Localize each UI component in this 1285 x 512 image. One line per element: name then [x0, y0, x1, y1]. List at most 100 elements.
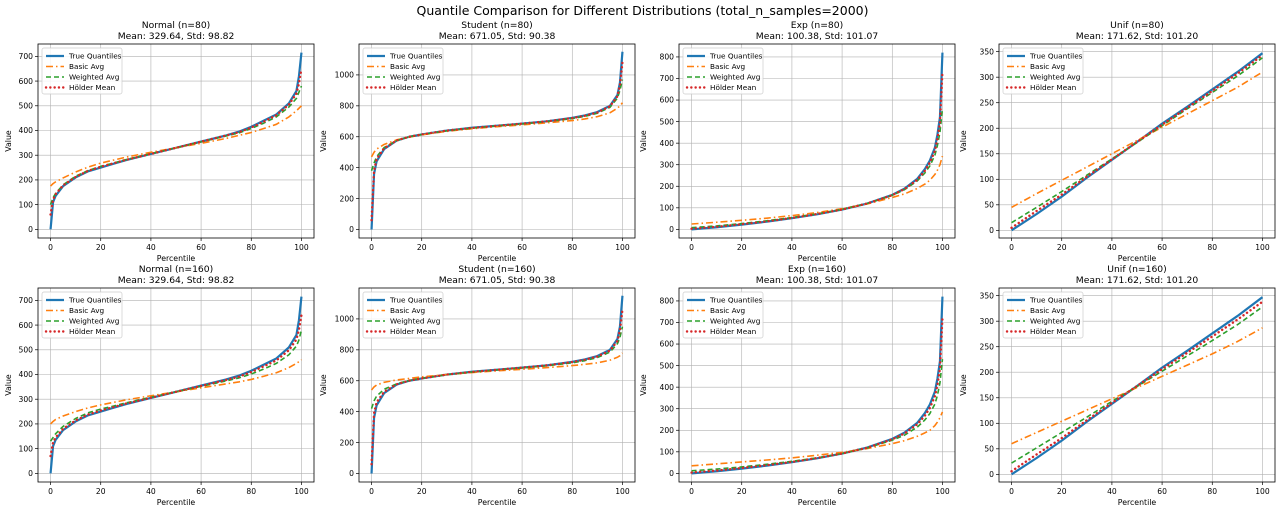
- y-tick-label: 300: [660, 404, 675, 413]
- legend-label-holder: Hölder Mean: [390, 83, 436, 92]
- legend-label-basic: Basic Avg: [390, 62, 425, 71]
- chart-panel-7: Unif (n=160)Mean: 171.62, Std: 101.20 0 20…: [959, 264, 1276, 507]
- panel-subtitle: Mean: 329.64, Std: 98.82: [118, 31, 235, 42]
- x-tick-label: 100: [294, 243, 309, 252]
- legend-box: [1002, 47, 1084, 95]
- y-tick-label: 600: [340, 376, 355, 385]
- chart-panel-1: Student (n=80)Mean: 671.05, Std: 90.38 0 2…: [319, 20, 636, 263]
- panel-title: Normal (n=80): [142, 20, 211, 31]
- y-tick-label: 400: [660, 383, 675, 392]
- y-tick-label: 300: [980, 317, 995, 326]
- y-tick-label: 350: [980, 47, 995, 56]
- plot-frame: [37, 43, 315, 239]
- x-tick-label: 100: [935, 243, 950, 252]
- x-tick-label: 0: [1009, 487, 1014, 496]
- y-tick-label: 1000: [335, 71, 354, 80]
- y-tick-label: 400: [340, 163, 355, 172]
- x-tick-label: 100: [1255, 243, 1270, 252]
- panel-title: Normal (n=160): [139, 264, 213, 275]
- x-tick-label: 40: [146, 243, 156, 252]
- x-tick-label: 100: [935, 487, 950, 496]
- y-tick-label: 500: [19, 101, 34, 110]
- x-tick-label: 80: [246, 487, 256, 496]
- figure-title: Quantile Comparison for Different Distri…: [416, 3, 869, 18]
- y-axis-label: Value: [959, 374, 968, 396]
- y-tick-label: 700: [19, 296, 34, 305]
- legend-label-true: True Quantiles: [68, 296, 122, 305]
- y-tick-label: 200: [340, 194, 355, 203]
- series-line-true: [1010, 52, 1264, 232]
- x-tick-label: 60: [1157, 243, 1167, 252]
- series-line-holder: [49, 313, 303, 458]
- series-line-basic: [1011, 71, 1263, 209]
- legend-label-true: True Quantiles: [68, 52, 122, 61]
- y-tick-label: 600: [340, 132, 355, 141]
- y-tick-label: 50: [984, 201, 994, 210]
- x-tick-label: 20: [96, 243, 106, 252]
- y-tick-label: 300: [19, 395, 34, 404]
- y-tick-label: 700: [660, 318, 675, 327]
- legend-label-weighted: Weighted Avg: [710, 317, 760, 326]
- panel-subtitle: Mean: 171.62, Std: 101.20: [1076, 275, 1199, 286]
- x-tick-label: 100: [615, 487, 630, 496]
- legend-label-holder: Hölder Mean: [710, 327, 756, 336]
- y-axis-label: Value: [319, 130, 328, 152]
- series-line-basic: [691, 411, 944, 467]
- y-tick-label: 0: [669, 469, 674, 478]
- series-line-weighted: [691, 359, 944, 472]
- x-tick-label: 60: [837, 243, 847, 252]
- y-tick-label: 400: [19, 370, 34, 379]
- y-tick-label: 700: [19, 52, 34, 61]
- y-tick-label: 50: [984, 445, 994, 454]
- x-tick-label: 40: [146, 487, 156, 496]
- x-tick-label: 40: [787, 243, 797, 252]
- x-tick-label: 20: [1057, 243, 1067, 252]
- legend-label-holder: Hölder Mean: [710, 83, 756, 92]
- y-tick-label: 800: [660, 297, 675, 306]
- series-line-holder: [370, 61, 624, 222]
- legend-box: [41, 47, 123, 95]
- panel-title: Unif (n=80): [1110, 20, 1164, 31]
- series-line-weighted: [49, 329, 303, 442]
- chart-panel-6: Exp (n=160)Mean: 100.38, Std: 101.07 0 20 4…: [639, 264, 956, 507]
- legend-label-basic: Basic Avg: [710, 62, 745, 71]
- x-tick-label: 40: [787, 487, 797, 496]
- legend-label-true: True Quantiles: [389, 296, 443, 305]
- series-line-basic: [370, 352, 624, 391]
- y-tick-label: 700: [660, 74, 675, 83]
- x-axis-label: Percentile: [157, 498, 196, 507]
- legend-box: [362, 47, 444, 95]
- x-tick-label: 0: [369, 243, 374, 252]
- y-tick-label: 800: [340, 102, 355, 111]
- x-tick-label: 100: [615, 243, 630, 252]
- x-tick-label: 80: [1207, 487, 1217, 496]
- y-tick-label: 300: [19, 151, 34, 160]
- plot-frame: [998, 43, 1276, 239]
- y-tick-label: 250: [980, 98, 995, 107]
- y-tick-label: 150: [980, 393, 995, 402]
- y-tick-label: 600: [660, 96, 675, 105]
- y-tick-label: 200: [980, 368, 995, 377]
- x-tick-label: 60: [517, 487, 527, 496]
- y-axis-label: Value: [639, 374, 648, 396]
- x-tick-label: 80: [887, 487, 897, 496]
- legend-label-true: True Quantiles: [1029, 52, 1083, 61]
- x-tick-label: 0: [48, 243, 53, 252]
- legend-label-basic: Basic Avg: [390, 306, 425, 315]
- y-axis-label: Value: [319, 374, 328, 396]
- y-tick-label: 100: [19, 444, 34, 453]
- plot-frame: [358, 43, 636, 239]
- y-tick-label: 100: [980, 175, 995, 184]
- y-tick-label: 800: [340, 346, 355, 355]
- panel-title: Student (n=160): [458, 264, 535, 275]
- y-tick-label: 500: [660, 361, 675, 370]
- x-tick-label: 20: [417, 243, 427, 252]
- series-line-basic: [370, 102, 624, 158]
- x-tick-label: 40: [1107, 487, 1117, 496]
- series-line-holder: [1010, 300, 1264, 473]
- y-tick-label: 100: [660, 204, 675, 213]
- x-tick-label: 40: [1107, 243, 1117, 252]
- y-axis-label: Value: [4, 374, 13, 396]
- y-tick-label: 0: [349, 469, 354, 478]
- y-tick-label: 100: [980, 419, 995, 428]
